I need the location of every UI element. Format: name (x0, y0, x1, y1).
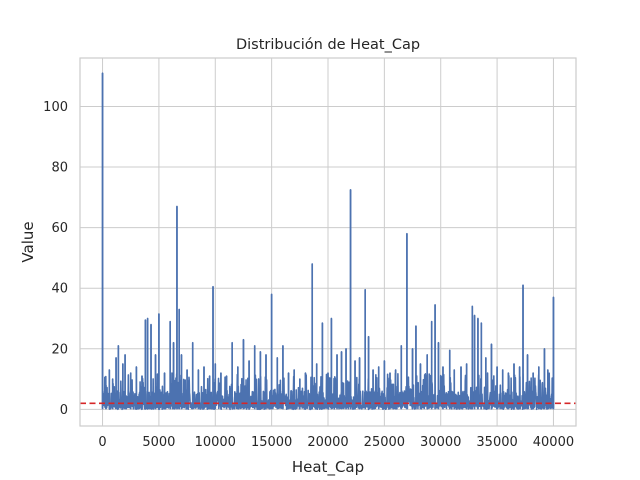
x-tick-label: 40000 (533, 435, 574, 450)
plot-frame (79, 57, 577, 427)
x-tick-label: 25000 (364, 435, 405, 450)
x-tick-label: 15000 (251, 435, 292, 450)
chart-title: Distribución de Heat_Cap (236, 37, 420, 53)
y-tick-label: 80 (51, 161, 68, 176)
x-tick-label: 35000 (476, 435, 517, 450)
y-tick-label: 60 (51, 221, 68, 236)
x-tick-label: 30000 (420, 435, 461, 450)
x-tick-label: 20000 (307, 435, 348, 450)
y-tick-label: 20 (51, 342, 68, 357)
x-tick-labels: 0 5000 10000 15000 20000 25000 30000 35000 40000 (98, 435, 574, 450)
y-tick-labels: 0 20 40 60 80 100 (43, 100, 68, 418)
y-axis-label: Value (19, 221, 37, 262)
x-axis-label: Heat_Cap (292, 458, 364, 477)
y-tick-label: 40 (51, 282, 68, 297)
x-tick-label: 0 (98, 435, 106, 450)
x-tick-label: 5000 (142, 435, 175, 450)
x-tick-label: 10000 (195, 435, 236, 450)
y-tick-label: 0 (60, 403, 68, 418)
y-tick-label: 100 (43, 100, 68, 115)
